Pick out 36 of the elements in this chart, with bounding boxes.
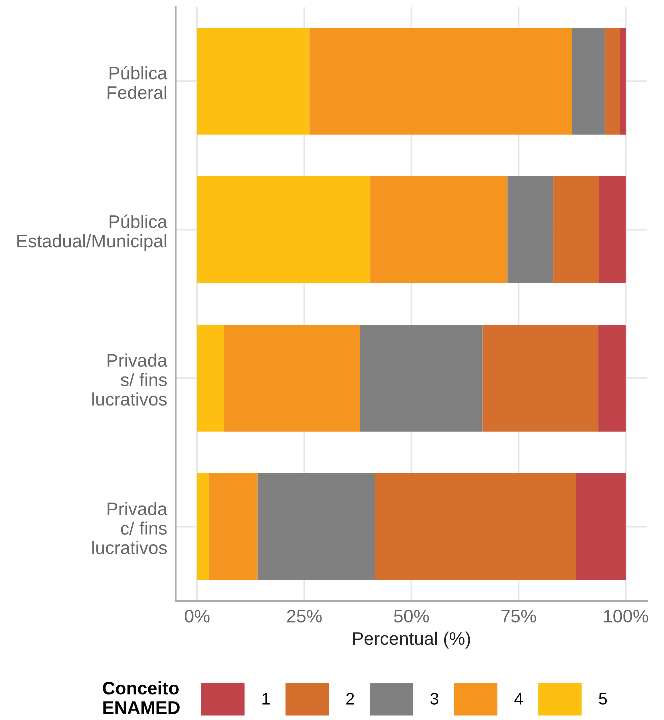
bar bbox=[508, 176, 554, 284]
bar bbox=[258, 473, 376, 580]
bar bbox=[208, 473, 258, 580]
x-tick-label: 100% bbox=[604, 610, 648, 623]
y-tick-label: Privada c/ fins lucrativos bbox=[92, 502, 168, 554]
bar bbox=[572, 28, 605, 135]
x-tick-label: 50% bbox=[394, 610, 430, 623]
x-tick-label: 75% bbox=[502, 610, 536, 623]
legend-label: 1 bbox=[262, 693, 270, 705]
x-tick-label: 25% bbox=[287, 610, 322, 623]
bar bbox=[598, 324, 626, 432]
bar bbox=[620, 28, 626, 135]
bar bbox=[197, 324, 224, 432]
bar bbox=[375, 473, 576, 580]
y-tick-label: Pública Estadual/Municipal bbox=[18, 214, 168, 252]
legend-title: Conceito ENAMED bbox=[103, 682, 180, 714]
bar bbox=[197, 473, 209, 580]
bar bbox=[224, 324, 360, 432]
legend-label: 3 bbox=[430, 693, 439, 705]
legend-label: 5 bbox=[599, 693, 608, 705]
bar bbox=[310, 28, 572, 135]
legend-label: 2 bbox=[346, 693, 354, 705]
bar bbox=[576, 473, 626, 580]
bar bbox=[482, 324, 599, 432]
x-axis-title: Percentual (%) bbox=[353, 632, 470, 649]
bar bbox=[360, 324, 483, 432]
bar bbox=[197, 176, 371, 284]
legend-label: 4 bbox=[514, 693, 524, 705]
bar bbox=[370, 176, 508, 284]
bar bbox=[599, 176, 626, 284]
bar bbox=[604, 28, 620, 135]
y-tick-label: Pública Federal bbox=[108, 66, 168, 100]
bar bbox=[554, 176, 600, 284]
y-tick-label: Privada s/ fins lucrativos bbox=[92, 354, 168, 406]
x-tick-label: 0% bbox=[185, 610, 210, 623]
bar bbox=[197, 28, 310, 135]
